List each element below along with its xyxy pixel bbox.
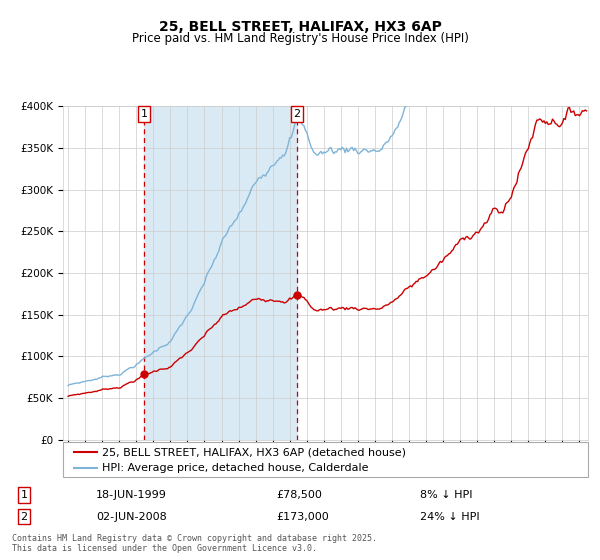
Text: 2: 2 <box>20 511 28 521</box>
Text: 02-JUN-2008: 02-JUN-2008 <box>96 511 167 521</box>
Text: 2: 2 <box>293 109 301 119</box>
Text: £78,500: £78,500 <box>276 490 322 500</box>
Text: Contains HM Land Registry data © Crown copyright and database right 2025.
This d: Contains HM Land Registry data © Crown c… <box>12 534 377 553</box>
Text: 1: 1 <box>140 109 148 119</box>
Bar <box>144 106 297 440</box>
Text: 1: 1 <box>20 490 28 500</box>
Text: £173,000: £173,000 <box>276 511 329 521</box>
Text: 25, BELL STREET, HALIFAX, HX3 6AP (detached house): 25, BELL STREET, HALIFAX, HX3 6AP (detac… <box>103 447 406 457</box>
Text: Price paid vs. HM Land Registry's House Price Index (HPI): Price paid vs. HM Land Registry's House … <box>131 32 469 45</box>
Text: HPI: Average price, detached house, Calderdale: HPI: Average price, detached house, Cald… <box>103 464 369 473</box>
Text: 8% ↓ HPI: 8% ↓ HPI <box>420 490 473 500</box>
Text: 25, BELL STREET, HALIFAX, HX3 6AP: 25, BELL STREET, HALIFAX, HX3 6AP <box>158 20 442 34</box>
Text: 18-JUN-1999: 18-JUN-1999 <box>96 490 167 500</box>
Text: 24% ↓ HPI: 24% ↓ HPI <box>420 511 479 521</box>
